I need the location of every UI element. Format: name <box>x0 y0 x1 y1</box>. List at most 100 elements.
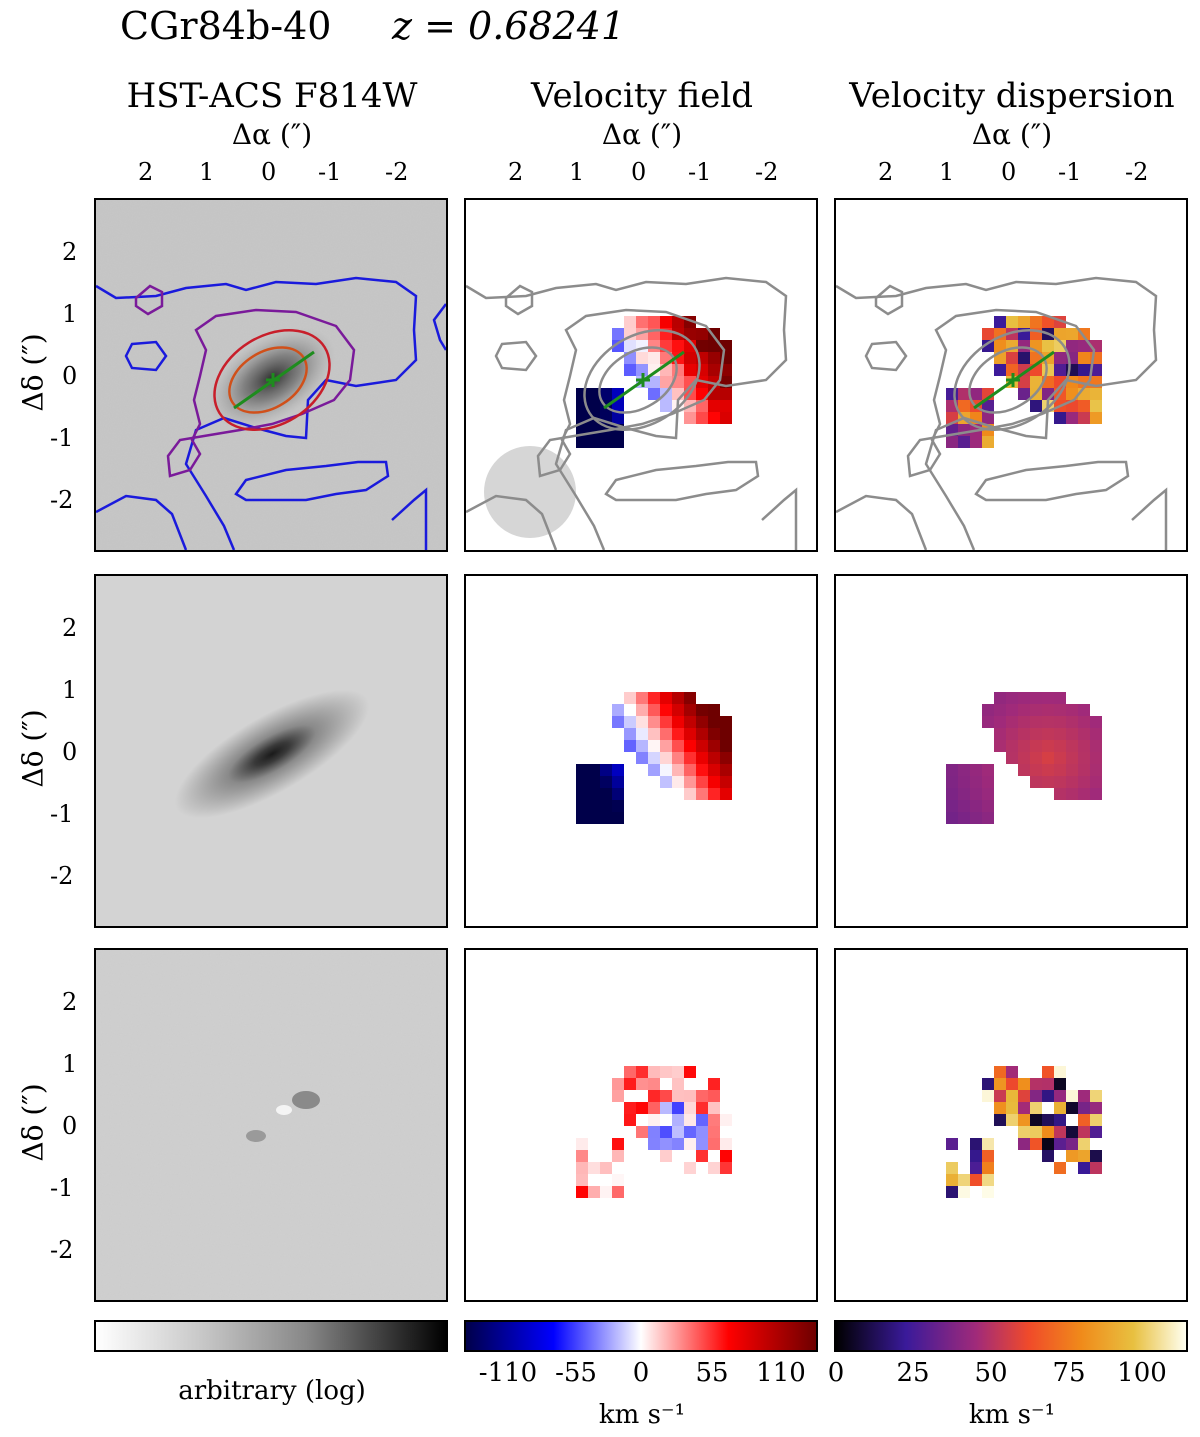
map-pixel <box>982 800 994 812</box>
y-axis-label-row-1: Δδ (″) <box>16 333 50 412</box>
map-pixel <box>994 316 1006 328</box>
map-pixel <box>612 400 624 412</box>
x-tick: 0 <box>1001 158 1017 186</box>
map-pixel <box>720 388 732 400</box>
map-pixel <box>982 1150 994 1162</box>
map-pixel <box>708 340 720 352</box>
map-pixel <box>1078 400 1090 412</box>
map-pixel <box>672 764 684 776</box>
map-pixel <box>624 316 636 328</box>
map-pixel <box>946 812 958 824</box>
map-pixel <box>1054 740 1066 752</box>
map-pixel <box>624 1102 636 1114</box>
map-pixel <box>684 412 696 424</box>
map-pixel <box>696 1126 708 1138</box>
map-pixel <box>1018 1138 1030 1150</box>
map-pixel <box>720 1162 732 1174</box>
map-pixel <box>1030 1126 1042 1138</box>
map-pixel <box>1030 716 1042 728</box>
map-pixel <box>720 752 732 764</box>
y-tick: -2 <box>50 1236 74 1264</box>
map-pixel <box>684 716 696 728</box>
map-pixel <box>1006 316 1018 328</box>
map-pixel <box>684 764 696 776</box>
map-pixel <box>1090 788 1102 800</box>
map-pixel <box>1018 364 1030 376</box>
map-pixel <box>600 1186 612 1198</box>
map-pixel <box>660 764 672 776</box>
map-pixel <box>1030 1114 1042 1126</box>
map-pixel <box>1042 1090 1054 1102</box>
map-pixel <box>648 1138 660 1150</box>
map-pixel <box>684 704 696 716</box>
map-pixel <box>1018 316 1030 328</box>
map-pixel <box>672 1066 684 1078</box>
map-pixel <box>1090 1150 1102 1162</box>
panel-velocity-dispersion-residual <box>834 948 1188 1302</box>
map-pixel <box>970 776 982 788</box>
map-pixel <box>612 704 624 716</box>
map-pixel <box>576 1174 588 1186</box>
colorbar-tick: 50 <box>974 1358 1008 1388</box>
map-pixel <box>1078 1126 1090 1138</box>
map-pixel <box>696 776 708 788</box>
map-pixel <box>720 716 732 728</box>
map-pixel <box>1066 328 1078 340</box>
colorbar-velocity-field <box>464 1320 818 1352</box>
x-tick: 1 <box>569 158 585 186</box>
map-pixel <box>648 316 660 328</box>
map-pixel <box>1078 1102 1090 1114</box>
map-pixel <box>982 716 994 728</box>
x-tick: 1 <box>199 158 215 186</box>
map-pixel <box>612 1078 624 1090</box>
map-pixel <box>970 1162 982 1174</box>
map-pixel <box>982 328 994 340</box>
map-pixel <box>1054 716 1066 728</box>
map-pixel <box>1018 1090 1030 1102</box>
map-pixel <box>648 1114 660 1126</box>
colorbar-tick: 25 <box>896 1358 930 1388</box>
map-pixel <box>696 740 708 752</box>
map-pixel <box>1054 1138 1066 1150</box>
colorbar-tick: -110 <box>478 1358 538 1388</box>
map-pixel <box>1006 728 1018 740</box>
colorbar-label-velocity-field: km s⁻¹ <box>598 1400 686 1430</box>
redshift-label: z = 0.68241 <box>392 4 626 48</box>
map-pixel <box>576 1162 588 1174</box>
map-pixel <box>1030 740 1042 752</box>
map-pixel <box>600 436 612 448</box>
map-pixel <box>994 1102 1006 1114</box>
map-pixel <box>994 716 1006 728</box>
map-pixel <box>1018 740 1030 752</box>
map-pixel <box>600 388 612 400</box>
map-pixel <box>660 1126 672 1138</box>
map-pixel <box>612 1174 624 1186</box>
map-pixel <box>648 352 660 364</box>
colorbar-label-arbitrary: arbitrary (log) <box>178 1376 366 1406</box>
map-pixel <box>1042 1138 1054 1150</box>
colorbar-tick: 100 <box>1117 1358 1167 1388</box>
map-pixel <box>946 1138 958 1150</box>
map-pixel <box>660 752 672 764</box>
map-pixel <box>1006 1102 1018 1114</box>
map-pixel <box>958 764 970 776</box>
map-pixel <box>612 1150 624 1162</box>
map-pixel <box>982 412 994 424</box>
map-pixel <box>708 716 720 728</box>
map-pixel <box>660 1090 672 1102</box>
map-pixel <box>672 340 684 352</box>
map-pixel <box>1030 764 1042 776</box>
map-pixel <box>1042 716 1054 728</box>
map-pixel <box>708 776 720 788</box>
map-pixel <box>1030 316 1042 328</box>
map-pixel <box>708 764 720 776</box>
map-pixel <box>696 752 708 764</box>
map-pixel <box>720 1138 732 1150</box>
map-pixel <box>612 812 624 824</box>
map-pixel <box>720 788 732 800</box>
map-pixel <box>1090 1162 1102 1174</box>
map-pixel <box>672 316 684 328</box>
map-pixel <box>1006 740 1018 752</box>
map-pixel <box>1018 764 1030 776</box>
map-pixel <box>1066 776 1078 788</box>
